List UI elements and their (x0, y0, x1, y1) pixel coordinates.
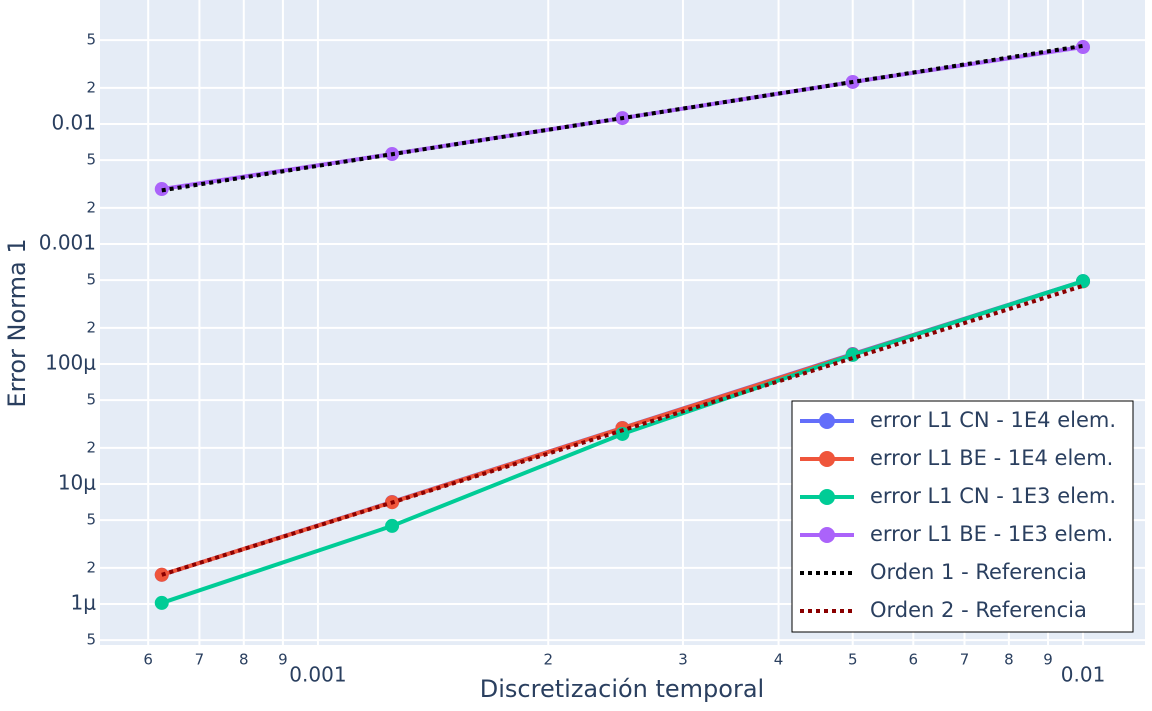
legend: error L1 CN - 1E4 elem. error L1 BE - 1E4… (791, 400, 1134, 633)
x-tick-label: 4 (774, 651, 784, 669)
x-axis-label: Discretización temporal (480, 675, 764, 703)
x-tick-label: 5 (848, 651, 858, 669)
y-tick-label: 2 (86, 558, 96, 576)
x-tick-label: 6 (909, 651, 919, 669)
legend-label: error L1 BE - 1E4 elem. (870, 446, 1113, 470)
y-tick-label: 5 (86, 151, 96, 169)
legend-marker (819, 451, 835, 467)
x-tick-label: 8 (1004, 651, 1014, 669)
x-tick-label: 3 (678, 651, 688, 669)
y-tick-label: 5 (86, 271, 96, 289)
legend-marker (819, 413, 835, 429)
x-tick-label: 8 (239, 651, 249, 669)
y-tick-label: 2 (86, 198, 96, 216)
legend-marker (819, 489, 835, 505)
x-tick-label: 9 (1043, 651, 1053, 669)
y-tick-label: 1μ (71, 590, 97, 614)
x-tick-label: 7 (960, 651, 970, 669)
y-tick-label: 5 (86, 511, 96, 529)
x-tick-label: 2 (543, 651, 553, 669)
point (385, 518, 400, 533)
legend-label: Orden 1 - Referencia (870, 560, 1087, 584)
x-tick-label: 7 (195, 651, 205, 669)
legend-label: error L1 CN - 1E4 elem. (870, 408, 1116, 432)
legend-label: error L1 BE - 1E3 elem. (870, 522, 1113, 546)
y-tick-label: 2 (86, 78, 96, 96)
y-tick-label: 5 (86, 631, 96, 649)
x-tick-label: 9 (278, 651, 288, 669)
y-tick-label: 0.01 (51, 111, 96, 135)
x-tick-label: 6 (143, 651, 153, 669)
point (1076, 40, 1091, 55)
y-tick-label: 5 (86, 391, 96, 409)
y-tick-label: 0.001 (39, 230, 96, 254)
point (154, 595, 169, 610)
y-tick-label: 100μ (45, 350, 96, 374)
y-tick-label: 10μ (58, 470, 96, 494)
legend-label: error L1 CN - 1E3 elem. (870, 484, 1116, 508)
x-tick-label: 0.01 (1061, 663, 1106, 687)
series-line (161, 43, 1084, 193)
y-axis-label: Error Norma 1 (3, 238, 31, 407)
series-line (161, 283, 1084, 577)
legend-box (791, 400, 1134, 633)
legend-label: Orden 2 - Referencia (870, 598, 1087, 622)
y-tick-label: 5 (86, 31, 96, 49)
y-tick-label: 2 (86, 438, 96, 456)
point (615, 426, 630, 441)
y-tick-label: 2 (86, 318, 96, 336)
point (1076, 274, 1091, 289)
x-tick-label: 0.001 (289, 663, 346, 687)
legend-marker (819, 527, 835, 543)
